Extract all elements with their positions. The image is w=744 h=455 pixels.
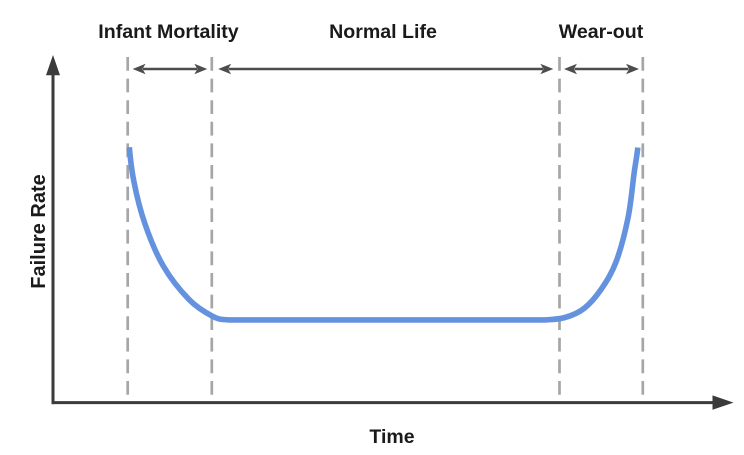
svg-text:Wear-out: Wear-out xyxy=(559,21,644,43)
svg-text:Normal Life: Normal Life xyxy=(329,21,437,43)
svg-text:Infant Mortality: Infant Mortality xyxy=(98,21,239,43)
svg-text:Time: Time xyxy=(369,426,414,448)
svg-text:Failure Rate: Failure Rate xyxy=(28,174,50,288)
